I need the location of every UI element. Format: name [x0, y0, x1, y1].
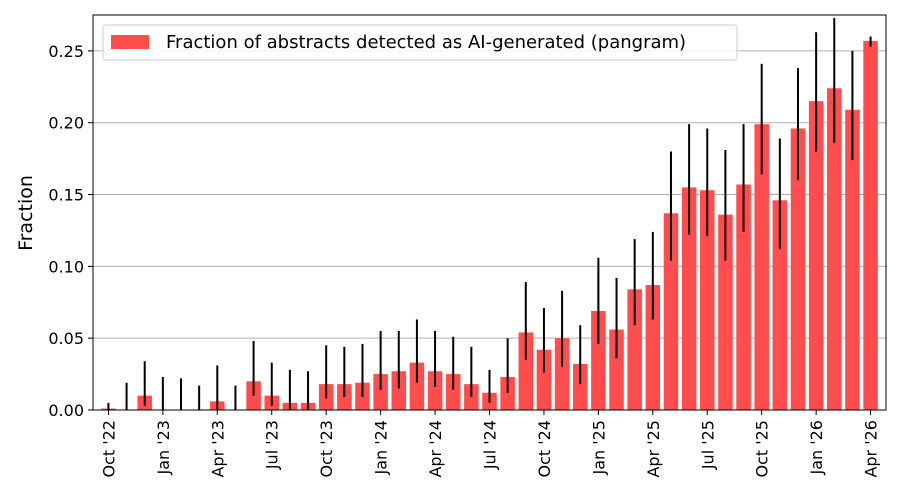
x-tick-label: Jan '26 — [807, 420, 826, 476]
y-axis: 0.00 0.05 0.10 0.15 0.20 0.25 — [48, 42, 93, 420]
error-bars-layer — [107, 17, 872, 410]
bar — [718, 214, 733, 410]
legend: Fraction of abstracts detected as AI-gen… — [102, 24, 738, 61]
y-axis-label: Fraction — [15, 175, 37, 251]
y-tick-label: 0.15 — [48, 186, 84, 205]
y-tick-label: 0.25 — [48, 42, 84, 61]
bar — [772, 200, 788, 410]
bar — [409, 362, 425, 410]
bar — [645, 285, 661, 410]
y-tick-label: 0.00 — [48, 401, 84, 420]
x-tick-label: Oct '24 — [535, 420, 554, 478]
x-tick-label: Oct '23 — [317, 420, 336, 478]
x-tick-label: Jan '24 — [372, 420, 391, 476]
x-tick-label: Apr '25 — [644, 420, 663, 478]
x-tick-label: Jul '23 — [263, 420, 282, 470]
y-tick-label: 0.20 — [48, 114, 84, 133]
x-axis: Oct '22 Jan '23 Apr '23 Jul '23 Oct '23 Jan '… — [99, 410, 881, 478]
bar — [863, 40, 878, 410]
bar — [736, 184, 751, 410]
bar — [699, 190, 715, 410]
x-tick-label: Jul '25 — [698, 420, 717, 470]
x-tick-label: Jul '24 — [481, 420, 500, 470]
bar — [427, 371, 443, 410]
bar — [663, 213, 679, 410]
bar — [572, 364, 588, 410]
bar — [754, 124, 769, 410]
bar — [845, 109, 860, 411]
bar — [808, 101, 824, 410]
x-tick-label: Jan '25 — [589, 420, 608, 476]
x-tick-label: Apr '23 — [208, 420, 227, 478]
legend-label: Fraction of abstracts detected as AI-gen… — [166, 32, 686, 53]
bar — [627, 289, 642, 410]
bar — [500, 376, 515, 410]
bar — [536, 349, 552, 410]
bar — [790, 128, 806, 411]
x-tick-label: Oct '25 — [753, 420, 772, 478]
bar — [554, 338, 570, 410]
x-tick-label: Oct '22 — [99, 420, 118, 478]
x-tick-label: Apr '24 — [426, 420, 445, 478]
bar — [681, 187, 697, 410]
bar — [373, 374, 388, 410]
bar — [391, 371, 407, 410]
bar — [591, 310, 606, 410]
x-tick-label: Jan '23 — [154, 420, 173, 476]
bar — [518, 332, 534, 410]
legend-box — [102, 24, 738, 61]
legend-swatch — [111, 35, 149, 49]
bar — [445, 374, 461, 410]
bar — [827, 88, 842, 410]
bar — [609, 329, 624, 410]
y-tick-label: 0.05 — [48, 329, 84, 348]
x-tick-label: Apr '26 — [862, 420, 881, 478]
y-tick-label: 0.10 — [48, 257, 84, 276]
